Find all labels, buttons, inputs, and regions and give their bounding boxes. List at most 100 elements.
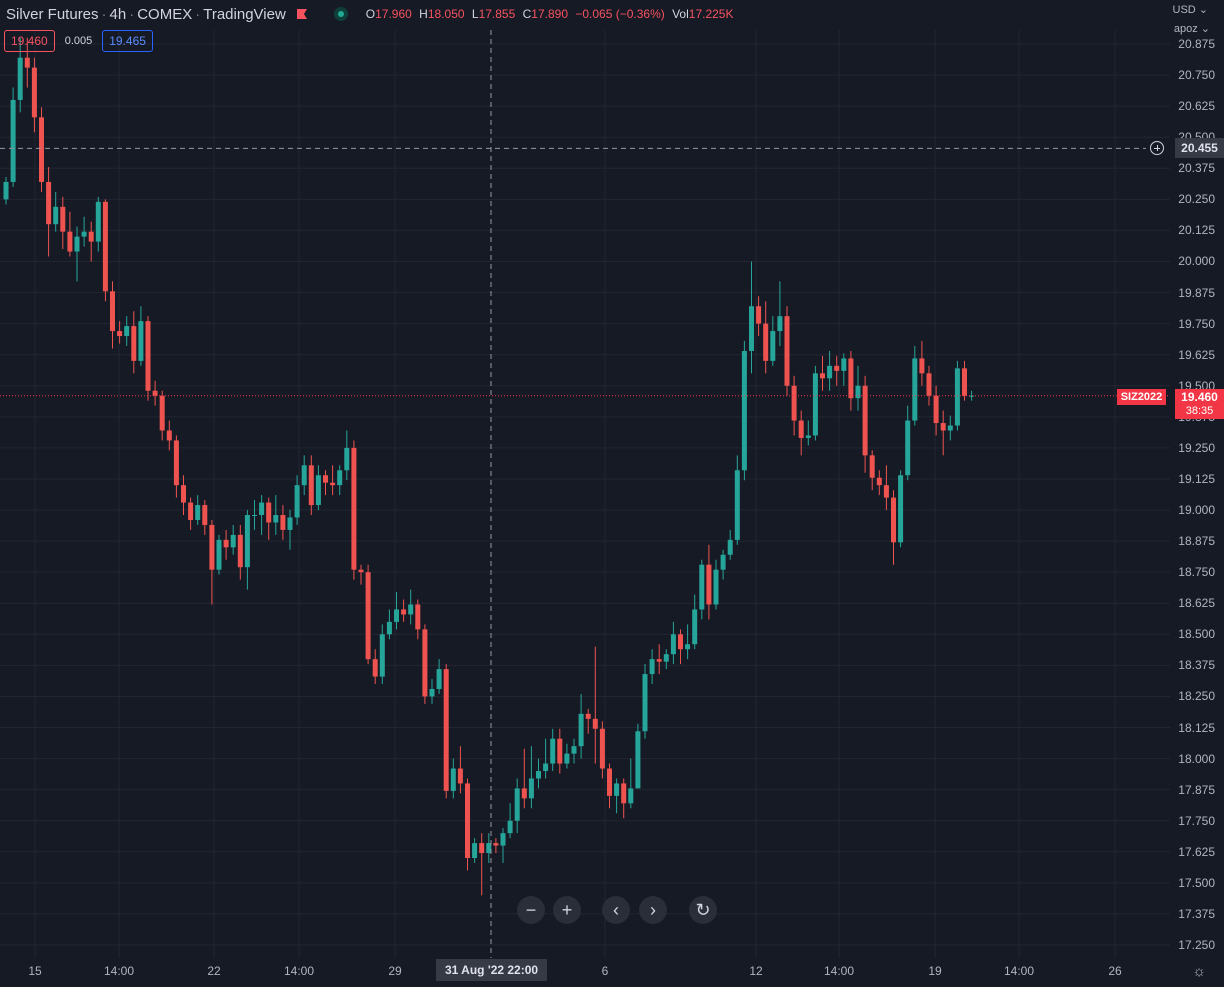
last-price-label: 19.460 38:35: [1175, 389, 1224, 419]
candle-body: [706, 564, 712, 605]
candle: [323, 470, 328, 496]
candle: [24, 37, 30, 88]
legend-symbol[interactable]: Silver Futures: [6, 5, 99, 23]
sell-button[interactable]: 19.460: [4, 30, 55, 52]
candlestick-series: [3, 37, 975, 896]
candle: [770, 316, 776, 366]
candle-body: [479, 843, 485, 854]
candle: [252, 500, 257, 530]
candle: [230, 524, 236, 555]
candle-body: [323, 475, 328, 483]
candle-body: [223, 539, 229, 548]
candle: [394, 592, 399, 630]
candle: [216, 534, 222, 575]
candle: [692, 594, 698, 650]
candle: [337, 465, 343, 496]
candle-body: [81, 231, 87, 237]
candle-body: [131, 326, 137, 361]
candle-body: [571, 746, 577, 754]
candle-body: [607, 768, 612, 796]
candle-body: [209, 524, 215, 570]
candle-body: [457, 768, 463, 784]
candle-body: [947, 425, 953, 431]
candle-body: [550, 738, 556, 764]
zoom-in-button[interactable]: +: [553, 896, 581, 924]
plus-circle-icon[interactable]: [1150, 141, 1164, 155]
chart-legend: Silver Futures · 4h · COMEX · TradingVie…: [6, 4, 738, 24]
legend-interval[interactable]: 4h: [109, 5, 127, 23]
candle-body: [181, 485, 186, 503]
candle-body: [756, 306, 762, 324]
candle-body: [656, 659, 662, 662]
reset-chart-button[interactable]: ↻: [689, 896, 717, 924]
candle: [443, 664, 449, 799]
scroll-forward-button[interactable]: ›: [639, 896, 667, 924]
candle-body: [599, 728, 605, 769]
candle: [308, 455, 314, 516]
candle: [947, 415, 953, 441]
account-dropdown[interactable]: apoz ⌄: [1173, 23, 1210, 35]
candle-body: [592, 718, 598, 729]
candle: [841, 353, 847, 386]
candle: [486, 833, 492, 863]
candle-body: [124, 326, 130, 337]
candle-body: [429, 688, 435, 697]
candle: [905, 405, 911, 481]
candle: [614, 778, 620, 814]
candle-body: [933, 395, 939, 424]
time-tick-label: 29: [388, 964, 402, 978]
candle: [138, 306, 144, 366]
candle-body: [862, 385, 868, 456]
candle: [372, 649, 378, 685]
candle-body: [642, 674, 648, 732]
candle-body: [493, 843, 499, 846]
candle: [827, 350, 833, 391]
candle-body: [954, 368, 960, 426]
candle: [557, 728, 563, 774]
candle-body: [465, 783, 470, 859]
candle-body: [564, 753, 570, 764]
zoom-out-button[interactable]: −: [517, 896, 545, 924]
candle-body: [720, 554, 726, 570]
price-tick-label: 18.625: [1178, 596, 1215, 611]
candle-body: [394, 609, 399, 622]
price-tick-label: 18.375: [1178, 658, 1215, 673]
candle: [649, 649, 655, 685]
market-status-icon[interactable]: [333, 7, 348, 21]
gear-icon[interactable]: ☼: [1192, 963, 1206, 980]
candle: [862, 375, 868, 473]
candle-body: [344, 447, 350, 471]
candle-body: [812, 373, 818, 436]
candle: [663, 649, 669, 670]
candle: [88, 221, 94, 262]
candle-body: [741, 350, 747, 471]
candle: [543, 738, 549, 779]
price-tick-label: 17.875: [1178, 782, 1215, 797]
candle-body: [841, 358, 847, 371]
buy-button[interactable]: 19.465: [102, 30, 153, 52]
candle: [209, 519, 215, 605]
candle-body: [145, 321, 151, 391]
candle-body: [891, 497, 896, 543]
time-tick-label: 26: [1108, 964, 1122, 978]
scroll-back-button[interactable]: ‹: [602, 896, 630, 924]
candle-body: [514, 788, 520, 821]
candle-body: [962, 368, 967, 396]
candle-body: [649, 659, 655, 675]
flag-icon[interactable]: [296, 8, 308, 20]
candle-body: [557, 738, 563, 764]
candle: [521, 748, 527, 809]
candle-body: [770, 331, 776, 361]
candle-body: [117, 331, 123, 337]
candle: [280, 505, 286, 540]
candle-body: [855, 385, 861, 399]
candle-body: [301, 465, 307, 486]
candle: [741, 341, 747, 481]
currency-dropdown[interactable]: USD ⌄: [1172, 4, 1209, 16]
candle: [131, 311, 137, 374]
candle-body: [614, 783, 620, 796]
candle: [656, 644, 662, 675]
chart-grid: [0, 30, 1170, 958]
candle: [223, 529, 229, 560]
